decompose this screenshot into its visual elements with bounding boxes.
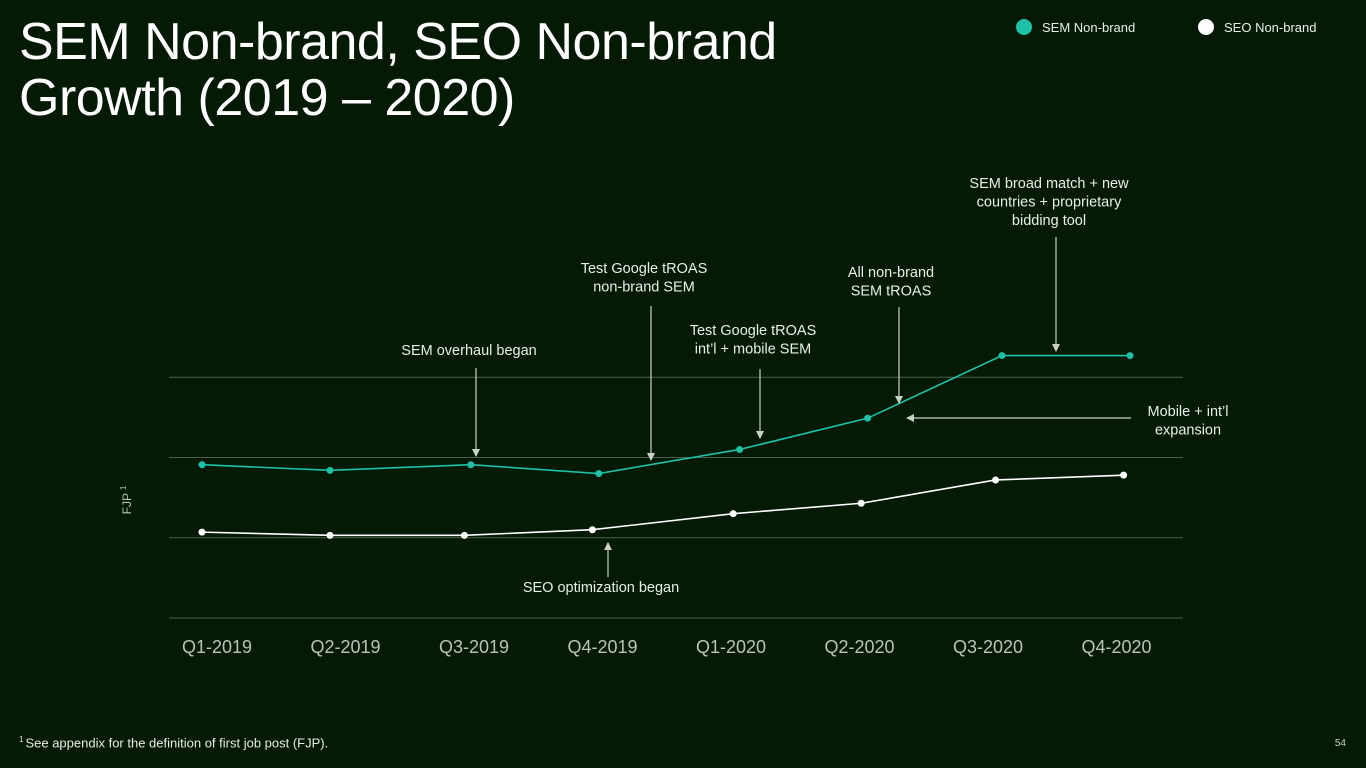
annotation-label: SEM broad match + new countries + proprie… [969,176,1129,229]
title-line-1: SEM Non-brand, SEO Non-brand [19,13,777,71]
legend-item-seo: SEO Non-brand [1198,19,1317,35]
x-tick-label: Q4-2020 [1081,637,1151,657]
x-tick-label: Q3-2019 [439,637,509,657]
x-tick-label: Q2-2019 [310,637,380,657]
x-tick-label: Q1-2020 [696,637,766,657]
series-line-sem [201,354,1130,475]
x-tick-label: Q2-2020 [824,637,894,657]
footnote: 1 See appendix for the definition of firs… [19,735,328,750]
legend-swatch-seo [1198,19,1214,35]
chart-legend: SEM Non-brand SEO Non-brand [1016,19,1346,39]
legend-item-sem: SEM Non-brand [1016,19,1135,35]
data-point-sem [198,461,206,469]
footnote-text: See appendix for the definition of first… [25,735,329,751]
annotation-label: SEO optimization began [523,580,679,596]
data-point-seo [588,526,596,534]
annotation-label: Mobile + int’l expansion [1148,404,1229,439]
data-point-seo [198,528,206,536]
slide-title: SEM Non-brand, SEO Non-brand Growth (201… [19,14,919,126]
data-point-sem [1126,352,1134,360]
footnote-marker: 1 [19,735,24,744]
title-line-2: Growth (2019 – 2020) [19,69,515,127]
data-point-sem [736,445,744,453]
x-tick-label: Q3-2020 [953,637,1023,657]
data-point-sem [998,352,1006,360]
x-tick-label: Q4-2019 [567,637,637,657]
y-axis-label: FJP1 [119,485,134,514]
data-point-seo [326,531,334,539]
legend-label-sem: SEM Non-brand [1042,19,1136,35]
data-point-seo [992,476,1000,484]
annotation-label: All non-brand SEM tROAS [848,265,934,300]
legend-label-seo: SEO Non-brand [1224,19,1317,35]
series-line-seo [201,474,1124,537]
data-point-sem [595,470,603,478]
annotation-label: Test Google tROAS non-brand SEM [581,261,708,296]
page-number: 54 [1334,738,1346,749]
legend-swatch-sem [1016,19,1032,35]
annotation-label: SEM overhaul began [401,343,536,359]
data-point-seo [857,499,865,507]
data-point-sem [467,461,475,469]
data-point-sem [864,414,872,422]
data-point-seo [460,531,468,539]
annotation-label: Test Google tROAS int’l + mobile SEM [690,323,817,358]
x-tick-label: Q1-2019 [182,637,252,657]
data-point-seo [1120,471,1128,479]
data-point-seo [729,510,737,518]
data-point-sem [326,466,334,474]
